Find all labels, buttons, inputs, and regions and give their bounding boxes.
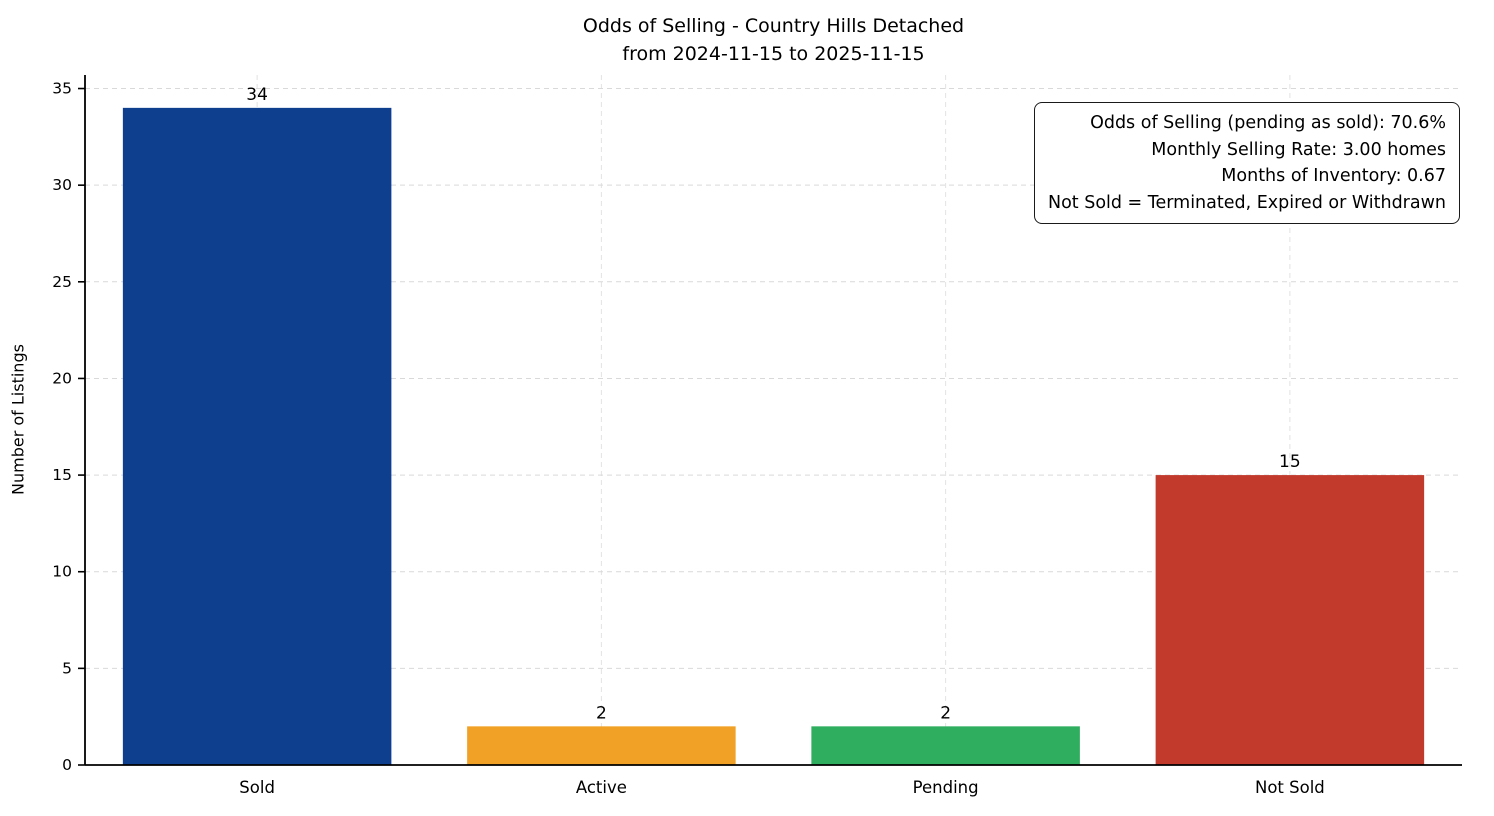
stats-annotation-box: Odds of Selling (pending as sold): 70.6%…	[1033, 102, 1460, 224]
x-tick-label: Pending	[913, 778, 979, 797]
bar-value-label: 34	[246, 85, 268, 105]
x-tick-label: Active	[576, 778, 627, 797]
bar-pending	[811, 726, 1080, 765]
y-tick-label: 30	[52, 176, 72, 194]
x-tick-label: Sold	[239, 778, 275, 797]
x-tick-label: Not Sold	[1255, 778, 1325, 797]
annotation-line-odds: Odds of Selling (pending as sold): 70.6%	[1090, 113, 1446, 133]
annotation-line-inventory: Months of Inventory: 0.67	[1221, 166, 1446, 186]
bar-sold	[122, 107, 392, 766]
y-tick-label: 15	[52, 466, 72, 484]
y-tick-label: 5	[62, 659, 72, 677]
y-tick-label: 35	[52, 80, 72, 98]
bar-value-label: 2	[940, 703, 951, 723]
chart-title: Odds of Selling - Country Hills Detached…	[85, 12, 1462, 68]
annotation-line-notsold-note: Not Sold = Terminated, Expired or Withdr…	[1047, 192, 1446, 213]
bar-value-label: 2	[596, 703, 607, 723]
chart-title-line2: from 2024-11-15 to 2025-11-15	[622, 43, 925, 65]
y-tick-label: 20	[52, 369, 72, 387]
bar-not-sold	[1155, 475, 1425, 765]
annotation-line-monthly-rate: Monthly Selling Rate: 3.00 homes	[1151, 139, 1446, 160]
bar-active	[467, 726, 736, 765]
y-tick-label: 0	[62, 756, 72, 774]
bar-value-label: 15	[1279, 452, 1301, 472]
chart-title-line1: Odds of Selling - Country Hills Detached	[582, 15, 965, 37]
y-tick-label: 25	[52, 273, 72, 291]
y-tick-label: 10	[52, 563, 72, 581]
